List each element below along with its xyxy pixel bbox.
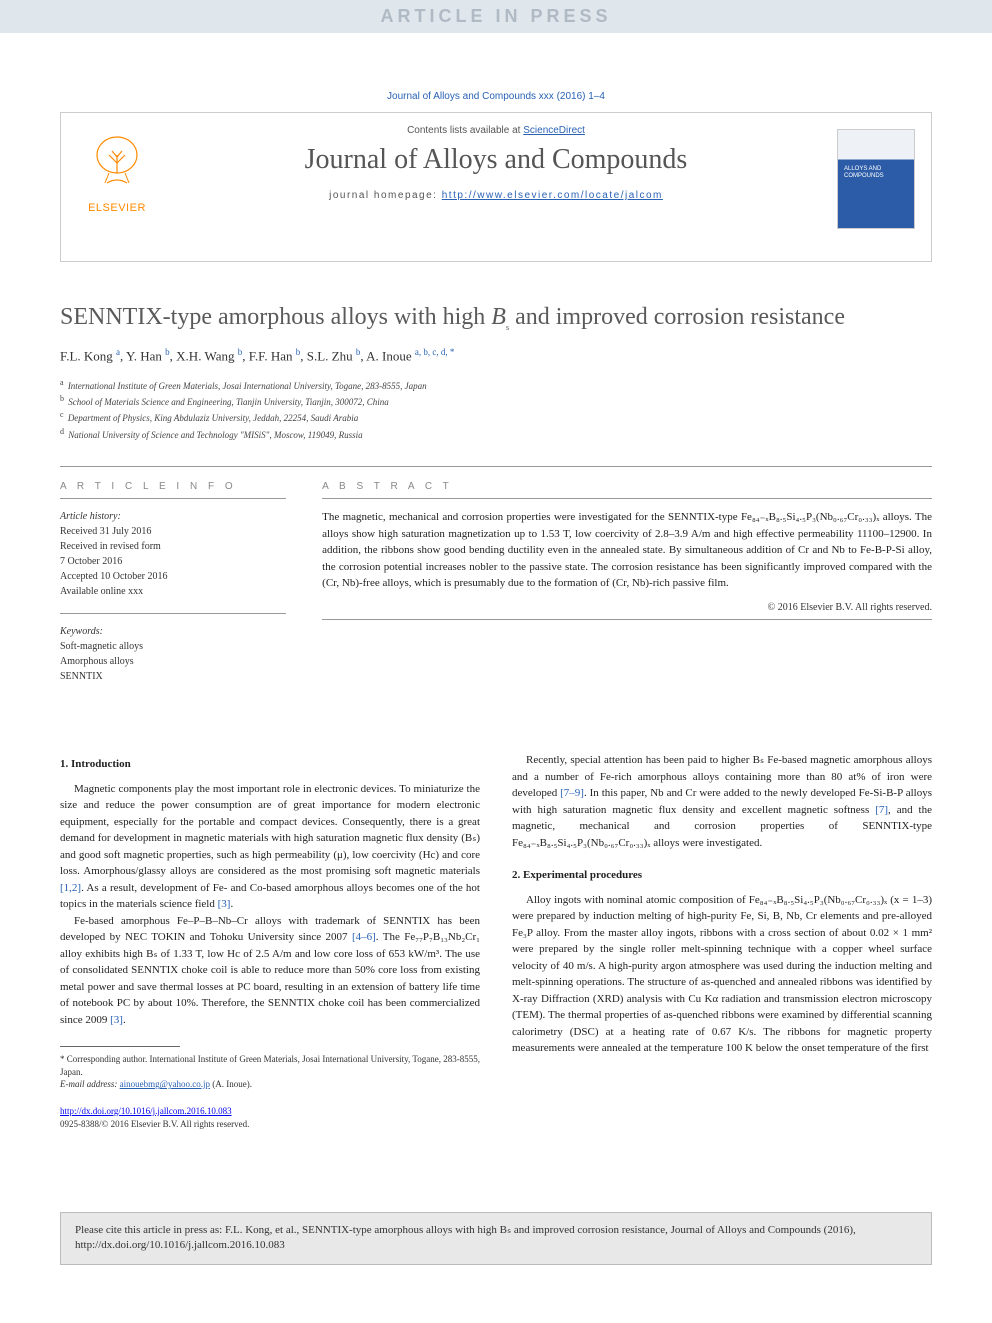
section-1-title: 1. Introduction <box>60 756 480 773</box>
elsevier-text: ELSEVIER <box>77 202 157 214</box>
journal-homepage-line: journal homepage: http://www.elsevier.co… <box>77 190 915 201</box>
email-link[interactable]: ainouebmg@yahoo.co.jp <box>120 1079 210 1089</box>
article-in-press-banner: ARTICLE IN PRESS <box>0 0 992 33</box>
body-columns: 1. Introduction Magnetic components play… <box>60 752 932 1132</box>
footnote-separator <box>60 1046 180 1047</box>
paragraph-2: Fe-based amorphous Fe–P–B–Nb–Cr alloys w… <box>60 913 480 1029</box>
author-list: F.L. Kong a, Y. Han b, X.H. Wang b, F.F.… <box>60 347 932 364</box>
elsevier-tree-icon <box>87 133 147 193</box>
abstract-column: A B S T R A C T The magnetic, mechanical… <box>304 467 932 712</box>
homepage-prefix: journal homepage: <box>329 190 442 201</box>
homepage-link[interactable]: http://www.elsevier.com/locate/jalcom <box>442 190 663 201</box>
article-info-heading: A R T I C L E I N F O <box>60 481 286 499</box>
title-post: and improved corrosion resistance <box>509 304 845 330</box>
left-column: 1. Introduction Magnetic components play… <box>60 752 480 1132</box>
info-separator <box>60 613 286 614</box>
email-who: (A. Inoue). <box>210 1079 252 1089</box>
elsevier-logo: ELSEVIER <box>77 133 157 214</box>
contents-prefix: Contents lists available at <box>407 125 523 136</box>
journal-header-box: ELSEVIER ALLOYS AND COMPOUNDS Contents l… <box>60 112 932 262</box>
article-history-block: Article history: Received 31 July 2016Re… <box>60 509 286 599</box>
paragraph-4: Alloy ingots with nominal atomic composi… <box>512 892 932 1057</box>
journal-name: Journal of Alloys and Compounds <box>77 144 915 176</box>
keywords-label: Keywords: <box>60 624 286 639</box>
history-label: Article history: <box>60 509 286 524</box>
doi-link[interactable]: http://dx.doi.org/10.1016/j.jallcom.2016… <box>60 1106 232 1116</box>
abstract-heading: A B S T R A C T <box>322 481 932 499</box>
page-container: Journal of Alloys and Compounds xxx (201… <box>0 33 992 1172</box>
right-column: Recently, special attention has been pai… <box>512 752 932 1132</box>
paragraph-3: Recently, special attention has been pai… <box>512 752 932 851</box>
journal-cover-thumbnail: ALLOYS AND COMPOUNDS <box>837 129 915 229</box>
please-cite-box: Please cite this article in press as: F.… <box>60 1212 932 1265</box>
top-citation: Journal of Alloys and Compounds xxx (201… <box>60 91 932 102</box>
article-title: SENNTIX-type amorphous alloys with high … <box>60 302 932 333</box>
email-label: E-mail address: <box>60 1079 120 1089</box>
contents-available-line: Contents lists available at ScienceDirec… <box>77 125 915 136</box>
title-pre: SENNTIX-type amorphous alloys with high <box>60 304 491 330</box>
title-var: B <box>491 304 506 330</box>
issn-line: 0925-8388/© 2016 Elsevier B.V. All right… <box>60 1119 249 1129</box>
abstract-copyright: © 2016 Elsevier B.V. All rights reserved… <box>322 602 932 613</box>
email-footnote: E-mail address: ainouebmg@yahoo.co.jp (A… <box>60 1078 480 1091</box>
sciencedirect-link[interactable]: ScienceDirect <box>523 125 585 136</box>
abstract-separator <box>322 619 932 620</box>
article-info-column: A R T I C L E I N F O Article history: R… <box>60 467 304 712</box>
section-2-title: 2. Experimental procedures <box>512 867 932 884</box>
info-abstract-row: A R T I C L E I N F O Article history: R… <box>60 466 932 712</box>
paragraph-1: Magnetic components play the most import… <box>60 781 480 913</box>
corresponding-author-footnote: * Corresponding author. International In… <box>60 1053 480 1078</box>
keywords-block: Keywords: Soft-magnetic alloysAmorphous … <box>60 624 286 684</box>
cover-label: ALLOYS AND COMPOUNDS <box>844 166 914 180</box>
affiliation-list: a International Institute of Green Mater… <box>60 377 932 443</box>
abstract-text: The magnetic, mechanical and corrosion p… <box>322 509 932 592</box>
doi-block: http://dx.doi.org/10.1016/j.jallcom.2016… <box>60 1105 480 1132</box>
